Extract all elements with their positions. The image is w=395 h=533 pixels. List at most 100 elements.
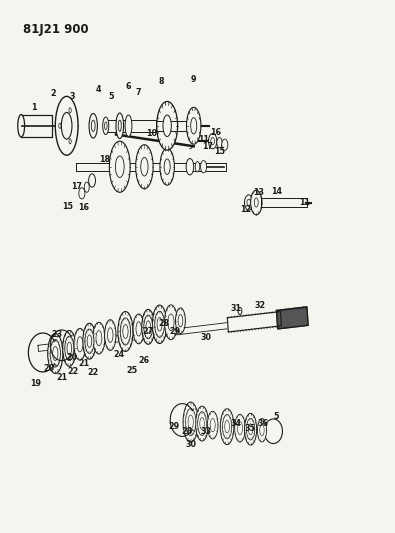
Ellipse shape — [207, 411, 218, 439]
Ellipse shape — [188, 415, 193, 429]
Ellipse shape — [195, 161, 200, 172]
Ellipse shape — [178, 314, 183, 327]
Text: 19: 19 — [30, 378, 41, 387]
Ellipse shape — [163, 115, 171, 136]
Text: 12: 12 — [241, 205, 252, 214]
Ellipse shape — [83, 324, 96, 359]
Ellipse shape — [63, 330, 76, 366]
Ellipse shape — [93, 322, 105, 354]
Ellipse shape — [209, 133, 217, 149]
Text: 32: 32 — [254, 301, 265, 310]
Ellipse shape — [157, 318, 162, 331]
Text: 7: 7 — [136, 88, 141, 97]
Ellipse shape — [91, 120, 95, 132]
Ellipse shape — [245, 195, 253, 210]
Ellipse shape — [245, 414, 257, 445]
Ellipse shape — [61, 112, 72, 139]
Text: 9: 9 — [191, 75, 196, 84]
Text: 22: 22 — [88, 368, 99, 377]
Text: 26: 26 — [139, 356, 150, 365]
Text: 5: 5 — [108, 92, 114, 101]
Text: 8: 8 — [159, 77, 164, 86]
Text: 16: 16 — [78, 203, 89, 212]
Ellipse shape — [222, 139, 228, 150]
Ellipse shape — [118, 120, 121, 132]
Text: 29: 29 — [169, 327, 180, 336]
Ellipse shape — [175, 308, 185, 334]
Ellipse shape — [123, 325, 128, 338]
Text: 13: 13 — [253, 188, 264, 197]
Ellipse shape — [254, 198, 258, 207]
Ellipse shape — [235, 414, 245, 442]
Text: 5: 5 — [274, 413, 279, 422]
Ellipse shape — [146, 321, 150, 333]
Ellipse shape — [103, 117, 109, 134]
Text: 29: 29 — [168, 422, 180, 431]
Ellipse shape — [116, 113, 124, 139]
Text: 33: 33 — [200, 427, 211, 436]
Text: 21: 21 — [78, 359, 89, 368]
Ellipse shape — [152, 305, 167, 343]
Text: 17: 17 — [203, 142, 214, 151]
Ellipse shape — [155, 311, 164, 337]
Text: 20: 20 — [67, 353, 78, 362]
Text: 11: 11 — [299, 198, 310, 206]
Ellipse shape — [120, 318, 131, 345]
Text: 15: 15 — [62, 201, 73, 211]
Ellipse shape — [109, 141, 130, 192]
Ellipse shape — [186, 408, 196, 435]
Text: 15: 15 — [214, 147, 225, 156]
Text: 21: 21 — [56, 373, 67, 382]
Ellipse shape — [79, 188, 85, 199]
Ellipse shape — [133, 314, 145, 344]
Text: 2: 2 — [51, 89, 56, 98]
Ellipse shape — [136, 145, 153, 189]
Text: 81J21 900: 81J21 900 — [23, 23, 89, 36]
Ellipse shape — [65, 336, 74, 360]
Polygon shape — [276, 307, 308, 329]
Text: 6: 6 — [126, 82, 131, 91]
Ellipse shape — [55, 96, 78, 155]
Text: 16: 16 — [210, 128, 221, 137]
Ellipse shape — [84, 182, 89, 192]
Text: 17: 17 — [71, 182, 83, 191]
Text: 35: 35 — [245, 424, 255, 433]
Ellipse shape — [67, 342, 71, 354]
Ellipse shape — [196, 406, 209, 441]
Ellipse shape — [237, 422, 243, 435]
Ellipse shape — [77, 337, 83, 352]
Text: 30: 30 — [200, 333, 211, 342]
Text: 28: 28 — [158, 319, 170, 328]
Polygon shape — [228, 312, 281, 332]
Ellipse shape — [136, 322, 141, 336]
Text: 14: 14 — [271, 187, 282, 196]
Ellipse shape — [125, 115, 132, 136]
Ellipse shape — [198, 412, 207, 435]
Ellipse shape — [144, 315, 152, 338]
Text: 3: 3 — [70, 92, 75, 101]
Ellipse shape — [210, 418, 215, 432]
Polygon shape — [21, 115, 51, 137]
Text: 36: 36 — [257, 418, 268, 427]
Ellipse shape — [248, 424, 253, 435]
Ellipse shape — [186, 158, 194, 175]
Ellipse shape — [69, 139, 71, 144]
Ellipse shape — [191, 118, 197, 134]
Text: 1: 1 — [31, 103, 36, 112]
Ellipse shape — [48, 334, 63, 374]
Ellipse shape — [220, 409, 234, 445]
Polygon shape — [76, 163, 226, 171]
Text: 28: 28 — [181, 427, 192, 436]
Text: 24: 24 — [113, 350, 124, 359]
Ellipse shape — [50, 340, 60, 367]
Ellipse shape — [164, 159, 170, 174]
Text: 10: 10 — [146, 129, 157, 138]
Text: 31: 31 — [231, 304, 242, 313]
Text: 20: 20 — [43, 365, 55, 373]
Polygon shape — [156, 120, 192, 131]
Ellipse shape — [183, 402, 198, 442]
Ellipse shape — [225, 421, 229, 433]
Ellipse shape — [160, 148, 174, 185]
Text: 11: 11 — [198, 135, 209, 144]
Ellipse shape — [164, 305, 177, 340]
